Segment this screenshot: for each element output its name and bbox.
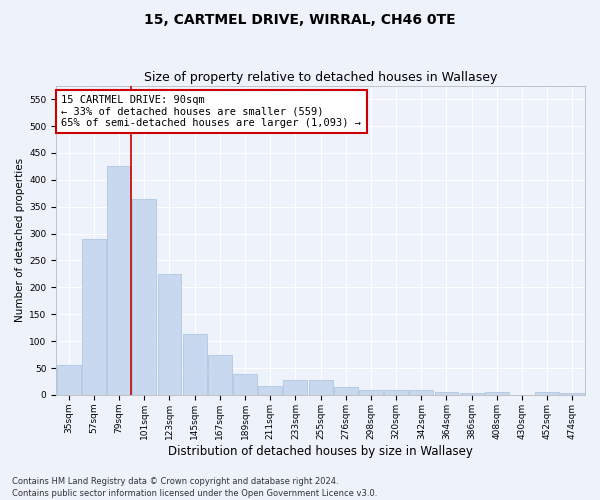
- Bar: [359, 390, 383, 395]
- Bar: [384, 390, 408, 395]
- Bar: [208, 354, 232, 395]
- Bar: [182, 334, 206, 395]
- Bar: [57, 366, 80, 395]
- X-axis label: Distribution of detached houses by size in Wallasey: Distribution of detached houses by size …: [168, 444, 473, 458]
- Bar: [233, 374, 257, 395]
- Bar: [334, 387, 358, 395]
- Bar: [485, 392, 509, 395]
- Bar: [434, 392, 458, 395]
- Bar: [283, 380, 307, 395]
- Bar: [82, 239, 106, 395]
- Text: Contains HM Land Registry data © Crown copyright and database right 2024.
Contai: Contains HM Land Registry data © Crown c…: [12, 476, 377, 498]
- Bar: [107, 166, 131, 395]
- Bar: [460, 393, 484, 395]
- Title: Size of property relative to detached houses in Wallasey: Size of property relative to detached ho…: [144, 72, 497, 85]
- Text: 15 CARTMEL DRIVE: 90sqm
← 33% of detached houses are smaller (559)
65% of semi-d: 15 CARTMEL DRIVE: 90sqm ← 33% of detache…: [61, 95, 361, 128]
- Bar: [133, 198, 156, 395]
- Bar: [308, 380, 332, 395]
- Bar: [560, 394, 584, 395]
- Bar: [535, 392, 559, 395]
- Text: 15, CARTMEL DRIVE, WIRRAL, CH46 0TE: 15, CARTMEL DRIVE, WIRRAL, CH46 0TE: [144, 12, 456, 26]
- Bar: [158, 274, 181, 395]
- Bar: [409, 390, 433, 395]
- Y-axis label: Number of detached properties: Number of detached properties: [15, 158, 25, 322]
- Bar: [258, 386, 282, 395]
